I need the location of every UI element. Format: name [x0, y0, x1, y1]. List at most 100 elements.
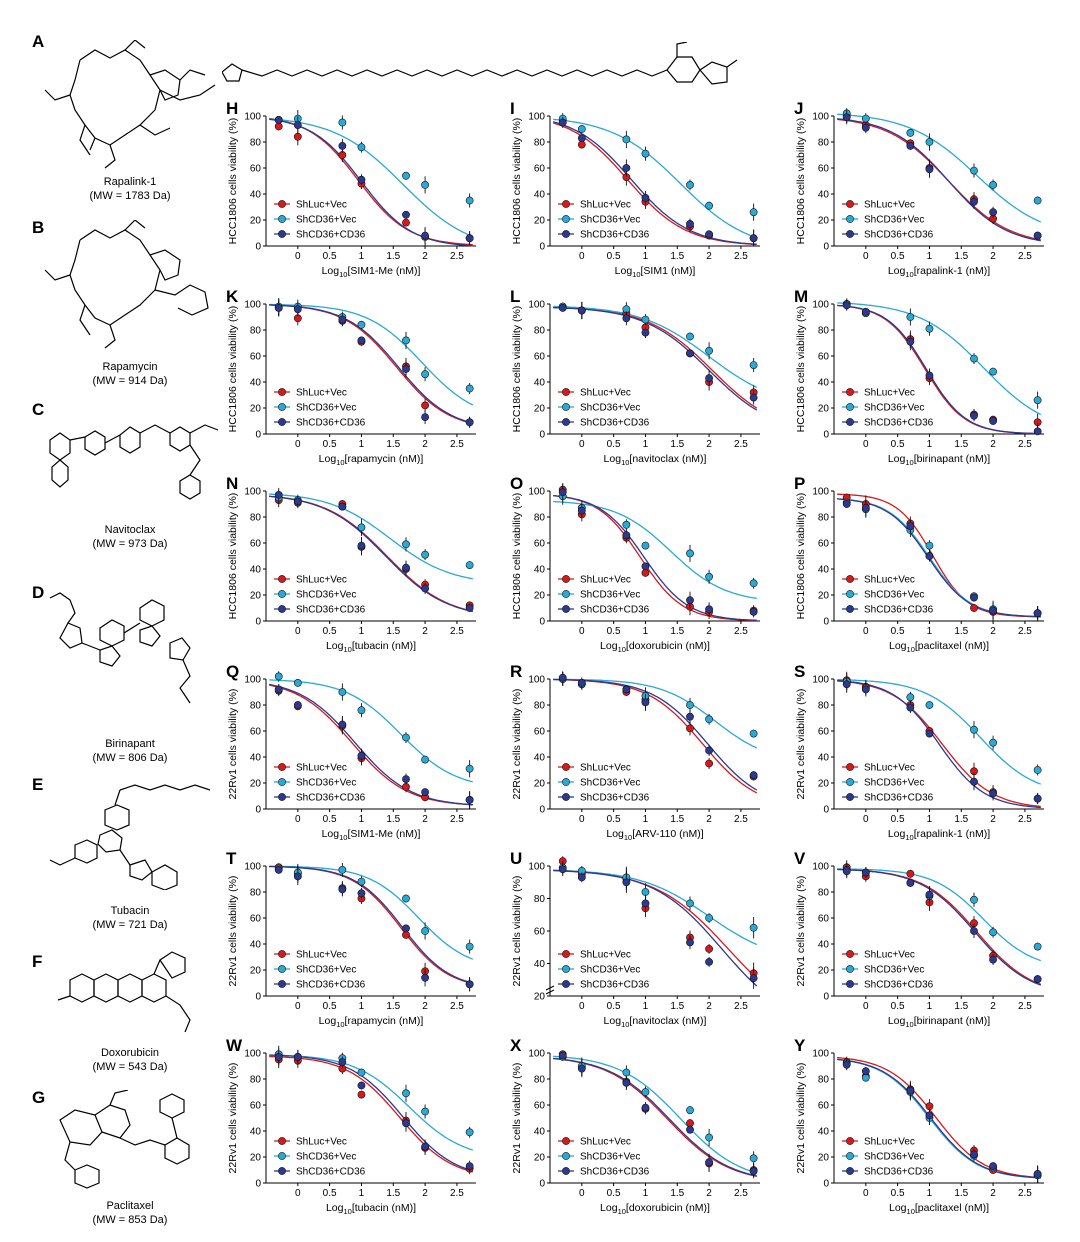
- y-tick-label: 80: [534, 326, 546, 337]
- legend-label: ShCD36+Vec: [580, 215, 640, 226]
- x-tick-label: 2.5: [1018, 439, 1032, 450]
- data-point: [686, 181, 694, 189]
- x-axis-label: Log10[SIM1-Me (nM)]: [322, 265, 421, 278]
- data-point: [421, 550, 429, 559]
- y-tick-label: 100: [812, 300, 829, 311]
- panel-label: U: [510, 850, 522, 868]
- x-tick-label: 2: [990, 1001, 996, 1012]
- navitoclax-structure: [40, 405, 220, 505]
- data-point: [357, 175, 366, 184]
- y-tick-label: 0: [823, 805, 829, 816]
- x-tick-label: 2: [706, 1188, 712, 1199]
- fit-curve-shcd36-cd36: [553, 869, 758, 987]
- legend-marker: [846, 965, 854, 973]
- data-point: [622, 1079, 631, 1087]
- panel-label: I: [510, 100, 515, 118]
- y-tick-label: 40: [250, 190, 262, 201]
- data-point: [338, 502, 347, 511]
- data-point: [357, 1068, 366, 1077]
- data-point: [402, 563, 410, 572]
- y-tick-label: 0: [255, 617, 261, 628]
- data-point: [641, 194, 650, 202]
- fit-curve-shcd36-cd36: [269, 683, 473, 806]
- data-point: [274, 122, 283, 131]
- legend-marker: [562, 1137, 570, 1145]
- data-point: [641, 1103, 650, 1112]
- y-axis-label: HCC1806 cells viability (%): [227, 493, 239, 620]
- data-point: [925, 729, 934, 738]
- data-point: [338, 315, 347, 324]
- panel-label: P: [794, 475, 805, 493]
- y-axis-label: HCC1806 cells viability (%): [511, 493, 523, 620]
- legend-marker: [846, 418, 854, 426]
- legend: ShLuc+Vec ShCD36+Vec ShCD36+CD36: [842, 950, 934, 991]
- data-point: [749, 974, 758, 983]
- y-tick-label: 0: [823, 430, 829, 441]
- data-point: [705, 759, 713, 768]
- y-tick-label: 40: [818, 1127, 830, 1138]
- data-point: [465, 1128, 474, 1137]
- x-axis-label: Log10[doxorubicin (nM)]: [600, 640, 710, 653]
- y-tick-label: 40: [250, 565, 262, 576]
- y-tick-label: 20: [250, 779, 262, 790]
- legend: ShLuc+Vec ShCD36+Vec ShCD36+CD36: [558, 575, 650, 616]
- data-point: [421, 927, 429, 935]
- legend-marker: [278, 763, 286, 771]
- x-axis-label: Log10[paclitaxel (nM)]: [889, 1202, 989, 1215]
- x-tick-label: 1.5: [670, 626, 684, 637]
- data-point: [989, 208, 997, 217]
- data-point: [1033, 196, 1042, 205]
- panel-label: V: [794, 850, 806, 868]
- panel-label-b: B: [32, 218, 45, 237]
- data-point: [842, 113, 851, 122]
- x-axis-label: Log10[paclitaxel (nM)]: [889, 640, 989, 653]
- y-tick-label: 80: [250, 513, 262, 524]
- fit-curve-shcd36-vec: [837, 679, 1042, 785]
- data-point: [861, 685, 870, 694]
- legend-marker: [562, 590, 570, 598]
- axes: 0 20 40 60 80 100 0 0.5 1 1.5 2 2.5: [528, 487, 760, 637]
- legend-label: ShCD36+CD36: [296, 605, 366, 616]
- chart-q: Q 0 20 40 60 80 100 0 0.5 1 1.5 2 2.5 Log10[SIM1-Me (…: [226, 663, 476, 841]
- chart-o: O 0 20 40 60 80 100 0 0.5 1 1.5 2 2.5 Log10[doxorubic…: [510, 475, 760, 653]
- y-tick-label: 0: [823, 992, 829, 1003]
- x-axis-label: Log10[birinapant (nM)]: [888, 1015, 990, 1028]
- x-tick-label: 2: [706, 1001, 712, 1012]
- data-point: [1033, 1169, 1042, 1178]
- fit-curve-shcd36-cd36: [269, 495, 473, 613]
- legend-marker: [562, 388, 570, 396]
- data-point: [842, 301, 851, 310]
- legend: ShLuc+Vec ShCD36+Vec ShCD36+CD36: [842, 388, 934, 429]
- birinapant-mw: (MW = 806 Da): [92, 752, 168, 764]
- data-point: [925, 552, 934, 560]
- y-tick-label: 100: [812, 862, 829, 873]
- axes: 0 20 40 60 80 100 0 0.5 1 1.5 2 2.5: [528, 300, 760, 450]
- y-tick-label: 0: [255, 242, 261, 253]
- birinapant-name: Birinapant: [105, 738, 155, 750]
- legend-marker: [562, 763, 570, 771]
- data-point: [705, 914, 713, 922]
- legend-marker: [562, 1152, 570, 1160]
- fit-curve-shcd36-cd36: [553, 1057, 757, 1177]
- data-point: [989, 955, 997, 964]
- data-point: [421, 370, 429, 379]
- fit-curve-shcd36-cd36: [553, 678, 758, 791]
- fit-curve-shcd36-cd36: [837, 679, 1041, 809]
- data-point: [293, 497, 302, 506]
- legend-marker: [278, 950, 286, 958]
- legend-label: ShLuc+Vec: [864, 950, 915, 961]
- y-tick-label: 80: [818, 1075, 830, 1086]
- data-point: [749, 208, 758, 217]
- data-point: [641, 899, 650, 908]
- y-axis-label: HCC1806 cells viability (%): [511, 118, 523, 245]
- panel-label: R: [510, 663, 522, 681]
- legend-label: ShLuc+Vec: [580, 388, 631, 399]
- y-tick-label: 0: [823, 242, 829, 253]
- y-tick-label: 80: [250, 888, 262, 899]
- legend-label: ShCD36+Vec: [864, 965, 924, 976]
- y-tick-label: 0: [255, 1179, 261, 1190]
- x-tick-label: 0.5: [891, 1188, 905, 1199]
- data-point: [402, 775, 410, 783]
- legend-marker: [278, 215, 286, 223]
